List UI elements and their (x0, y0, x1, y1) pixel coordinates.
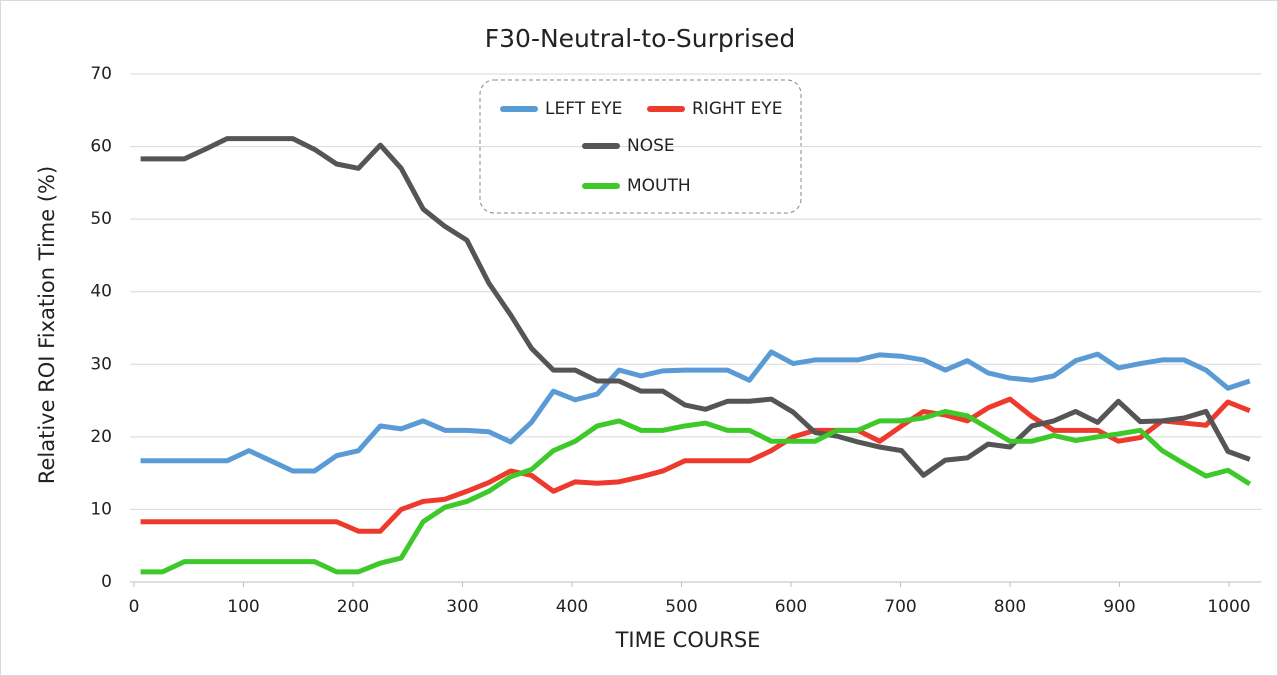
series-line (140, 136, 1251, 478)
x-tick-label: 0 (129, 597, 140, 617)
x-tick-label: 500 (665, 597, 697, 617)
x-tick-label: 1000 (1207, 597, 1250, 617)
y-tick-label: 30 (90, 354, 112, 374)
x-tick-label: 700 (884, 597, 916, 617)
y-tick-label: 50 (90, 209, 112, 229)
x-tick-label: 900 (1103, 597, 1135, 617)
y-tick-label: 60 (90, 137, 112, 157)
x-tick-label: 600 (775, 597, 807, 617)
series-line (140, 408, 1252, 575)
y-tick-label: 70 (90, 64, 112, 84)
y-tick-label: 0 (101, 572, 112, 592)
x-tick-label: 400 (556, 597, 588, 617)
y-axis-label: Relative ROI Fixation Time (%) (35, 166, 59, 484)
x-axis-label: TIME COURSE (615, 628, 761, 652)
y-tick-label: 10 (90, 499, 112, 519)
series-line (140, 396, 1251, 534)
chart-title: F30-Neutral-to-Surprised (485, 24, 795, 53)
x-tick-label: 200 (337, 597, 369, 617)
x-tick-label: 300 (446, 597, 478, 617)
y-tick-label: 40 (90, 282, 112, 302)
series-line (140, 349, 1251, 474)
x-tick-label: 100 (227, 597, 259, 617)
legend-label: RIGHT EYE (692, 99, 782, 119)
legend-label: LEFT EYE (545, 99, 622, 119)
y-tick-label: 20 (90, 427, 112, 447)
x-tick-label: 800 (994, 597, 1026, 617)
legend-label: NOSE (627, 136, 675, 156)
legend-label: MOUTH (627, 176, 691, 196)
